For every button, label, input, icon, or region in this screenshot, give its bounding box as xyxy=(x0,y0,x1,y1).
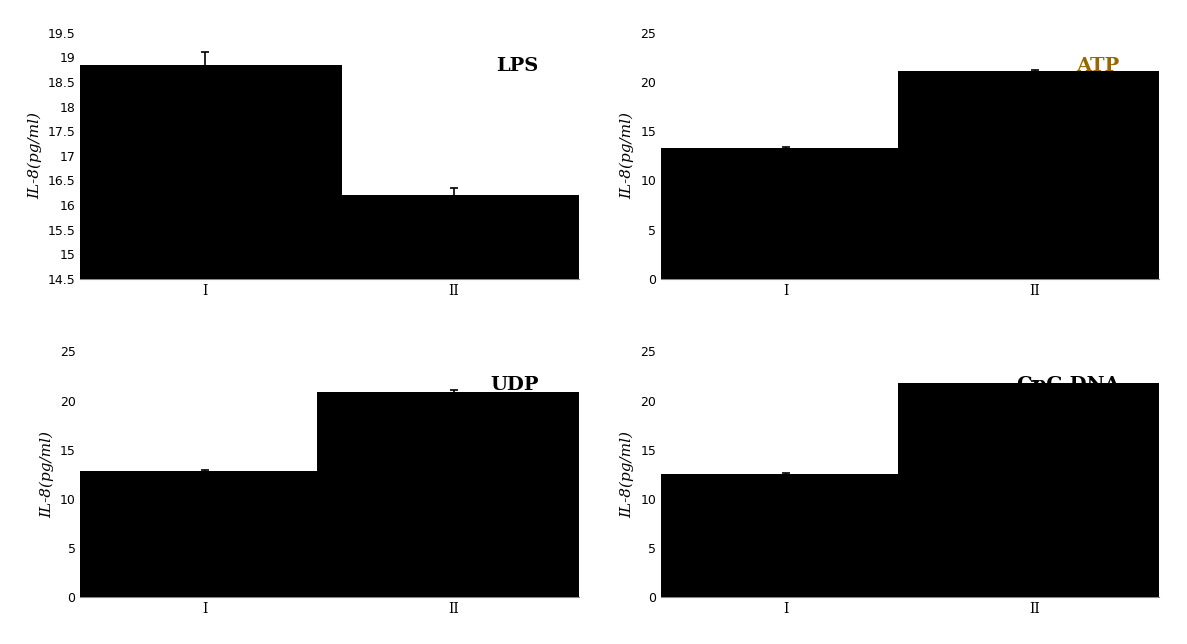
Bar xyxy=(68,65,342,644)
Text: CpG DNA: CpG DNA xyxy=(1017,376,1119,394)
Y-axis label: IL-8(pg/ml): IL-8(pg/ml) xyxy=(27,112,43,199)
Y-axis label: IL-8(pg/ml): IL-8(pg/ml) xyxy=(621,112,635,199)
Bar xyxy=(68,471,342,598)
Y-axis label: IL-8(pg/ml): IL-8(pg/ml) xyxy=(621,431,635,518)
Bar xyxy=(317,195,591,644)
Bar xyxy=(317,392,591,598)
Text: ATP: ATP xyxy=(1077,57,1119,75)
Text: UDP: UDP xyxy=(490,376,539,394)
Text: LPS: LPS xyxy=(496,57,539,75)
Bar xyxy=(897,383,1172,598)
Y-axis label: IL-8(pg/ml): IL-8(pg/ml) xyxy=(40,431,55,518)
Bar xyxy=(897,71,1172,279)
Bar xyxy=(648,148,922,279)
Bar xyxy=(648,475,922,598)
